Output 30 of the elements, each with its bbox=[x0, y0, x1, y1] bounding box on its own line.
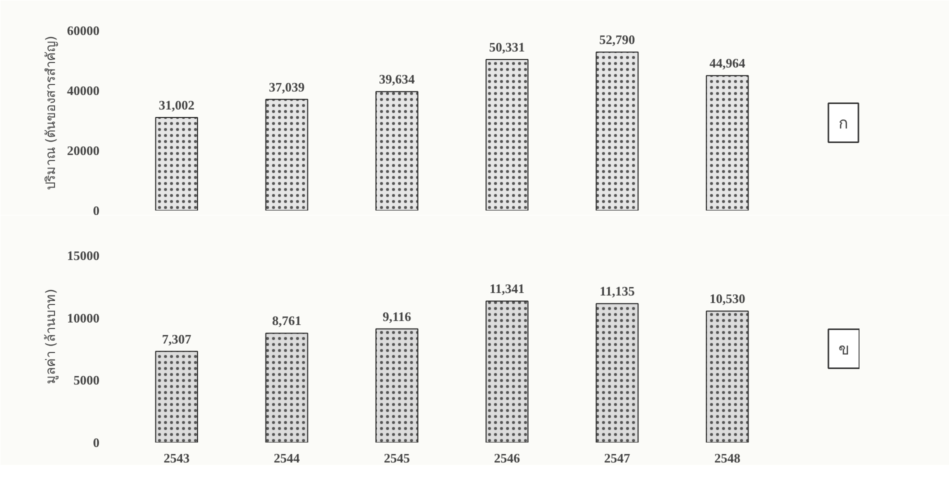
data-label: 50,331 bbox=[489, 40, 525, 55]
data-label: 9,116 bbox=[382, 308, 412, 324]
y-axis-title: ปริมาณ (ตันของสารสำคัญ) bbox=[44, 36, 59, 190]
annotation: ก bbox=[838, 113, 848, 132]
y-tick-label: 0 bbox=[93, 203, 100, 218]
data-label: 10,530 bbox=[709, 291, 746, 306]
x-tick-label: 2546 bbox=[494, 450, 521, 466]
y-tick-label: 15000 bbox=[67, 248, 100, 263]
x-tick-label: 2544 bbox=[274, 450, 300, 466]
data-label: 8,761 bbox=[272, 313, 302, 328]
x-tick-label: 2548 bbox=[714, 450, 741, 466]
y-tick-label: 60000 bbox=[67, 23, 100, 38]
y-tick-label: 5000 bbox=[74, 372, 100, 388]
data-label: 11,341 bbox=[490, 281, 525, 296]
y-tick-label: 40000 bbox=[67, 83, 100, 98]
y-tick-label: 10000 bbox=[67, 310, 100, 326]
y-tick-label: 0 bbox=[93, 435, 100, 450]
data-label: 11,135 bbox=[600, 284, 636, 299]
data-label: 39,634 bbox=[379, 72, 416, 87]
y-tick-label: 20000 bbox=[67, 143, 100, 158]
data-label: 31,002 bbox=[158, 97, 194, 112]
data-label: 7,307 bbox=[162, 331, 192, 346]
data-label: 44,964 bbox=[709, 56, 746, 71]
x-tick-label: 2543 bbox=[164, 450, 190, 466]
x-tick-label: 2547 bbox=[604, 450, 631, 466]
annotation: ข bbox=[838, 339, 850, 358]
y-axis-title: มูลค่า (ล้านบาท) bbox=[44, 288, 59, 384]
data-label: 37,039 bbox=[268, 79, 306, 94]
data-label: 52,790 bbox=[599, 32, 636, 48]
x-tick-label: 2545 bbox=[384, 450, 410, 466]
